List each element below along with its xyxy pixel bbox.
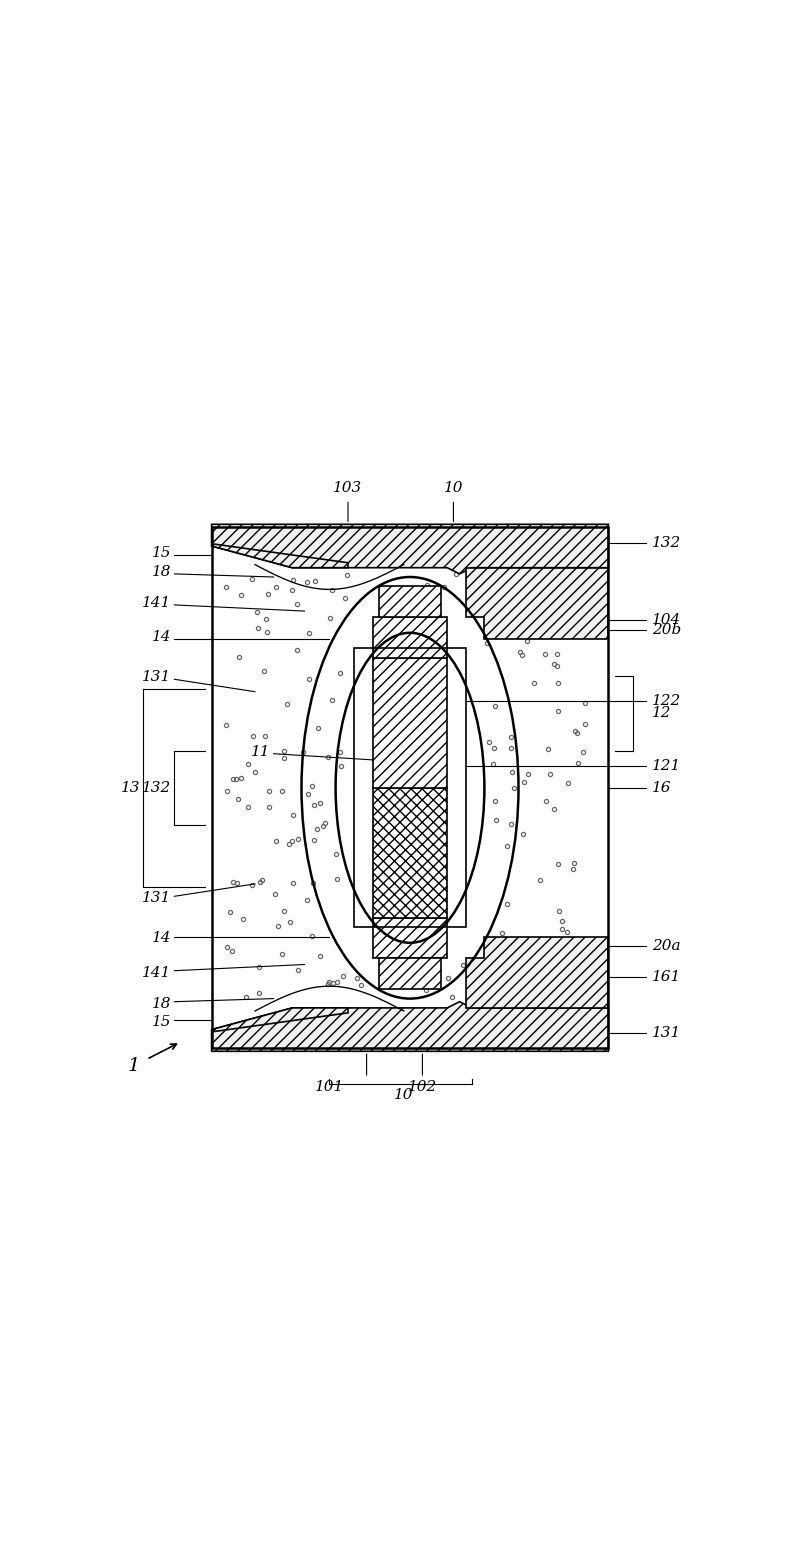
Text: 1: 1 xyxy=(128,1056,140,1075)
Text: 11: 11 xyxy=(251,744,270,758)
Text: 14: 14 xyxy=(152,931,171,945)
Text: 131: 131 xyxy=(142,671,171,685)
Polygon shape xyxy=(466,568,608,640)
Text: 13: 13 xyxy=(121,782,140,794)
Polygon shape xyxy=(211,1002,608,1051)
Bar xyxy=(373,788,447,917)
Text: 16: 16 xyxy=(652,782,671,794)
Text: 103: 103 xyxy=(334,480,362,495)
Text: 15: 15 xyxy=(152,1016,171,1030)
Text: 161: 161 xyxy=(652,970,681,984)
Text: 104: 104 xyxy=(652,613,681,627)
Bar xyxy=(373,658,447,788)
Text: 141: 141 xyxy=(142,596,171,610)
Polygon shape xyxy=(211,524,608,574)
Bar xyxy=(373,917,447,958)
Text: 102: 102 xyxy=(408,1081,437,1095)
Text: 131: 131 xyxy=(142,891,171,905)
Text: 131: 131 xyxy=(652,1026,681,1039)
Text: 12: 12 xyxy=(652,707,671,721)
Polygon shape xyxy=(211,1008,348,1031)
Text: 10: 10 xyxy=(394,1087,414,1101)
Bar xyxy=(211,527,608,1048)
Text: 121: 121 xyxy=(652,760,681,774)
Text: 132: 132 xyxy=(652,537,681,551)
Bar xyxy=(379,587,441,618)
Text: 10: 10 xyxy=(444,480,463,495)
Text: 15: 15 xyxy=(152,546,171,560)
Text: 101: 101 xyxy=(314,1081,344,1095)
Bar xyxy=(373,618,447,658)
Text: 14: 14 xyxy=(152,630,171,644)
Text: 132: 132 xyxy=(142,782,171,794)
Bar xyxy=(354,649,466,927)
Text: 20a: 20a xyxy=(652,939,681,953)
Bar xyxy=(379,958,441,989)
Polygon shape xyxy=(466,936,608,1008)
Text: 18: 18 xyxy=(152,565,171,579)
Polygon shape xyxy=(211,544,348,568)
Text: 18: 18 xyxy=(152,997,171,1011)
Text: 141: 141 xyxy=(142,966,171,980)
Text: 20b: 20b xyxy=(652,622,681,636)
Text: 122: 122 xyxy=(652,694,681,708)
